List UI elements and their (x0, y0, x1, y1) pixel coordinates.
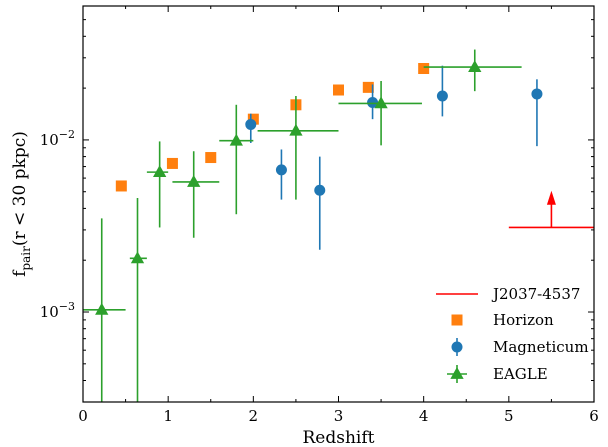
y-tick-label-exp: −3 (59, 300, 75, 313)
horizon-point (362, 81, 374, 93)
x-tick-label: 1 (163, 407, 173, 425)
horizon-point (166, 157, 178, 169)
plot-series-group (83, 49, 594, 402)
j2037-arrow-head (546, 190, 556, 205)
legend-swatch-magneticum (451, 341, 463, 353)
legend: J2037-4537 Horizon Magneticum EAGLE (436, 285, 589, 383)
magneticum-point (367, 96, 379, 108)
magneticum-point (314, 184, 326, 196)
eagle-point (374, 96, 388, 109)
magneticum-point (531, 88, 543, 100)
eagle-point (130, 251, 145, 264)
series-magneticum (245, 65, 543, 250)
series-j2037-4537 (508, 190, 594, 229)
axis-tick-labels: 0 1 2 3 4 5 610−310−2 (40, 128, 599, 425)
eagle-point (187, 174, 201, 187)
y-axis-title: fpair(r < 30 pkpc) (10, 131, 33, 277)
eagle-point (95, 302, 109, 315)
magneticum-point (245, 118, 257, 130)
y-tick-label: 10−3 (40, 300, 75, 321)
legend-label-magneticum: Magneticum (493, 338, 589, 356)
legend-swatch-horizon (451, 314, 463, 326)
horizon-point (205, 152, 217, 164)
y-axis-title-sub: pair (19, 246, 33, 271)
legend-label-eagle: EAGLE (493, 365, 548, 383)
horizon-point (333, 84, 344, 96)
x-tick-label: 5 (504, 407, 514, 425)
x-tick-label: 2 (249, 407, 259, 425)
eagle-point (468, 60, 482, 72)
plot-data (83, 49, 594, 402)
legend-label-j2037-4537: J2037-4537 (491, 285, 580, 303)
x-tick-label: 3 (334, 407, 344, 425)
x-axis-title: Redshift (303, 428, 375, 447)
y-tick-label: 10−2 (40, 128, 75, 149)
eagle-point (229, 133, 243, 146)
x-tick-label: 0 (78, 407, 88, 425)
horizon-point (247, 113, 259, 125)
eagle-point (289, 123, 303, 136)
series-eagle (83, 49, 522, 402)
y-axis-title-rest: (r < 30 pkpc) (10, 131, 30, 246)
legend-label-horizon: Horizon (493, 311, 554, 329)
eagle-point (153, 165, 167, 178)
x-tick-label: 6 (589, 407, 599, 425)
horizon-point (115, 180, 127, 192)
y-tick-label-base: 10 (40, 131, 59, 149)
x-tick-label: 4 (419, 407, 429, 425)
y-tick-label-exp: −2 (59, 128, 75, 141)
y-axis-title-main: f (10, 269, 30, 277)
magneticum-point (275, 164, 287, 176)
y-tick-label-base: 10 (40, 303, 59, 321)
magneticum-point (436, 90, 448, 102)
legend-swatch-eagle (450, 367, 464, 379)
axis-ticks (82, 5, 595, 403)
horizon-point (418, 63, 430, 75)
